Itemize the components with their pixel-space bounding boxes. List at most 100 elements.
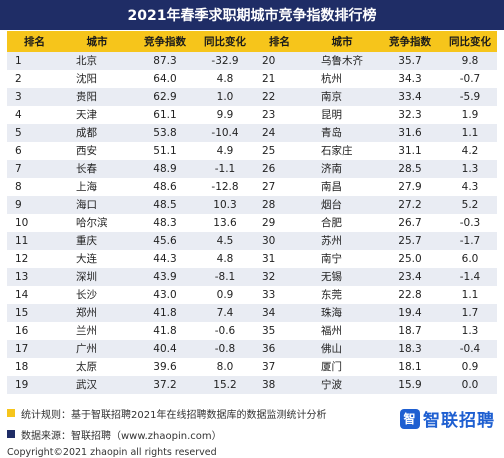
brand-mark-icon: 智	[400, 408, 420, 429]
cell-change: 0.9	[198, 286, 252, 304]
cell-rank: 21	[252, 70, 307, 88]
cell-city: 长沙	[62, 286, 132, 304]
cell-rank: 33	[252, 286, 307, 304]
cell-city: 乌鲁木齐	[307, 52, 377, 70]
cell-change: -10.4	[198, 124, 252, 142]
cell-rank: 5	[7, 124, 62, 142]
cell-index: 28.5	[377, 160, 443, 178]
cell-city: 沈阳	[62, 70, 132, 88]
cell-rank: 12	[7, 250, 62, 268]
cell-change: 4.9	[198, 142, 252, 160]
cell-index: 27.9	[377, 178, 443, 196]
cell-change: 4.3	[443, 178, 497, 196]
cell-rank: 2	[7, 70, 62, 88]
cell-rank: 30	[252, 232, 307, 250]
page-title: 2021年春季求职期城市竞争指数排行榜	[0, 0, 504, 30]
header-city-2: 城市	[307, 31, 377, 52]
table-row: 16 兰州 41.8 -0.6 35 福州 18.7 1.3	[7, 322, 497, 340]
cell-city: 福州	[307, 322, 377, 340]
cell-change: 9.9	[198, 106, 252, 124]
note-rule-text: 统计规则：基于智联招聘2021年在线招聘数据库的数据监测统计分析	[21, 409, 327, 421]
cell-rank: 4	[7, 106, 62, 124]
cell-city: 哈尔滨	[62, 214, 132, 232]
cell-city: 成都	[62, 124, 132, 142]
cell-index: 27.2	[377, 196, 443, 214]
cell-index: 15.9	[377, 376, 443, 394]
cell-rank: 27	[252, 178, 307, 196]
table-row: 4 天津 61.1 9.9 23 昆明 32.3 1.9	[7, 106, 497, 124]
header-index: 竞争指数	[132, 31, 198, 52]
cell-change: 0.9	[443, 358, 497, 376]
cell-index: 48.3	[132, 214, 198, 232]
table-row: 19 武汉 37.2 15.2 38 宁波 15.9 0.0	[7, 376, 497, 394]
cell-index: 31.1	[377, 142, 443, 160]
header-rank: 排名	[7, 31, 62, 52]
cell-change: 6.0	[443, 250, 497, 268]
cell-rank: 9	[7, 196, 62, 214]
cell-index: 43.0	[132, 286, 198, 304]
header-city: 城市	[62, 31, 132, 52]
cell-change: -1.7	[443, 232, 497, 250]
cell-change: 4.5	[198, 232, 252, 250]
cell-city: 济南	[307, 160, 377, 178]
cell-index: 64.0	[132, 70, 198, 88]
yellow-square-icon	[7, 409, 15, 417]
cell-city: 无锡	[307, 268, 377, 286]
cell-city: 珠海	[307, 304, 377, 322]
cell-change: 4.2	[443, 142, 497, 160]
cell-index: 35.7	[377, 52, 443, 70]
cell-rank: 1	[7, 52, 62, 70]
table-row: 12 大连 44.3 4.8 31 南宁 25.0 6.0	[7, 250, 497, 268]
cell-rank: 36	[252, 340, 307, 358]
cell-index: 61.1	[132, 106, 198, 124]
cell-index: 37.2	[132, 376, 198, 394]
cell-change: 5.2	[443, 196, 497, 214]
header-rank-2: 排名	[252, 31, 307, 52]
cell-change: 1.0	[198, 88, 252, 106]
cell-city: 武汉	[62, 376, 132, 394]
cell-index: 48.6	[132, 178, 198, 196]
cell-rank: 24	[252, 124, 307, 142]
cell-rank: 16	[7, 322, 62, 340]
cell-rank: 26	[252, 160, 307, 178]
cell-index: 26.7	[377, 214, 443, 232]
copyright: Copyright©2021 zhaopin all rights reserv…	[7, 447, 217, 458]
note-source-text: 数据来源：智联招聘（www.zhaopin.com）	[21, 430, 222, 442]
cell-change: -32.9	[198, 52, 252, 70]
cell-change: 13.6	[198, 214, 252, 232]
cell-change: 7.4	[198, 304, 252, 322]
brand-logo: 智 智联招聘	[400, 406, 495, 431]
cell-index: 44.3	[132, 250, 198, 268]
table-row: 11 重庆 45.6 4.5 30 苏州 25.7 -1.7	[7, 232, 497, 250]
table-row: 14 长沙 43.0 0.9 33 东莞 22.8 1.1	[7, 286, 497, 304]
cell-index: 18.7	[377, 322, 443, 340]
cell-rank: 18	[7, 358, 62, 376]
cell-change: 9.8	[443, 52, 497, 70]
cell-rank: 25	[252, 142, 307, 160]
cell-index: 25.7	[377, 232, 443, 250]
cell-change: -5.9	[443, 88, 497, 106]
cell-index: 25.0	[377, 250, 443, 268]
cell-index: 23.4	[377, 268, 443, 286]
cell-rank: 34	[252, 304, 307, 322]
cell-index: 18.1	[377, 358, 443, 376]
cell-change: -1.1	[198, 160, 252, 178]
cell-city: 贵阳	[62, 88, 132, 106]
table-row: 8 上海 48.6 -12.8 27 南昌 27.9 4.3	[7, 178, 497, 196]
cell-rank: 28	[252, 196, 307, 214]
cell-index: 31.6	[377, 124, 443, 142]
cell-rank: 6	[7, 142, 62, 160]
cell-city: 佛山	[307, 340, 377, 358]
header-change-2: 同比变化	[443, 31, 497, 52]
cell-change: -0.8	[198, 340, 252, 358]
footer: 统计规则：基于智联招聘2021年在线招聘数据库的数据监测统计分析 数据来源：智联…	[7, 400, 497, 458]
cell-rank: 38	[252, 376, 307, 394]
cell-rank: 13	[7, 268, 62, 286]
table-header-row: 排名 城市 竞争指数 同比变化 排名 城市 竞争指数 同比变化	[7, 31, 497, 52]
cell-index: 39.6	[132, 358, 198, 376]
cell-city: 石家庄	[307, 142, 377, 160]
cell-index: 19.4	[377, 304, 443, 322]
cell-change: -12.8	[198, 178, 252, 196]
cell-change: 1.1	[443, 124, 497, 142]
cell-city: 上海	[62, 178, 132, 196]
